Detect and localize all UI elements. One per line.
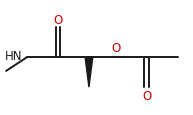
Text: O: O [53, 14, 63, 27]
Text: O: O [111, 41, 121, 54]
Text: O: O [142, 89, 151, 102]
Text: HN: HN [5, 50, 22, 63]
Polygon shape [85, 58, 93, 87]
